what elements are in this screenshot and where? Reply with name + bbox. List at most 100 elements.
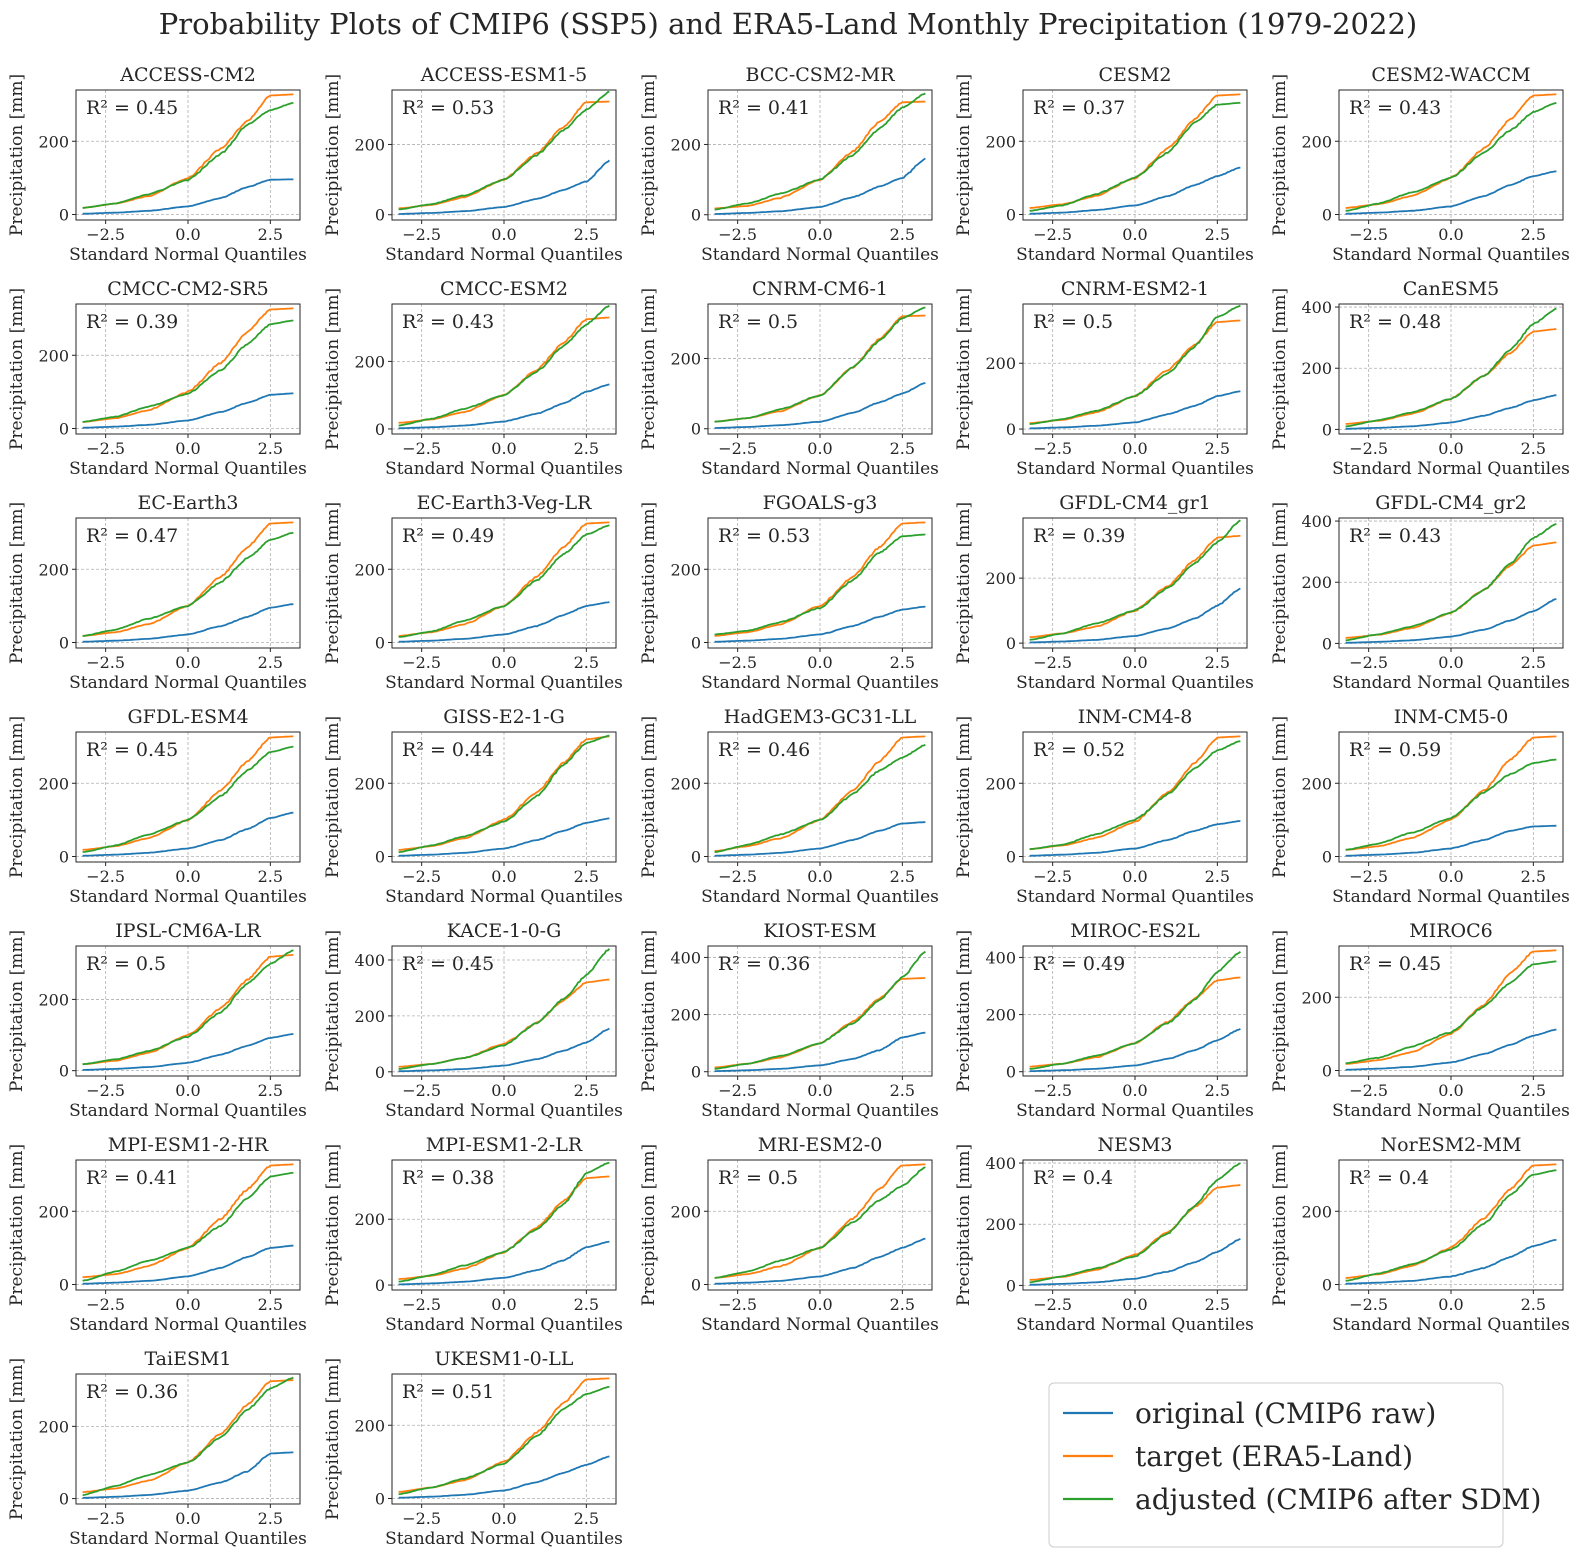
series-adjusted [82,1376,294,1497]
x-tick-label: 2.5 [258,225,283,244]
x-axis-label: Standard Normal Quantiles [1016,1315,1254,1335]
x-tick-label: −2.5 [1033,1081,1072,1100]
x-axis-label: Standard Normal Quantiles [1332,459,1570,479]
panel-canesm5: −2.5 0.0 2.5 0 200 400 CanESM5 R² = 0.48 Standar… [1270,278,1570,479]
y-tick-label: 0 [375,1276,385,1295]
r2-label: R² = 0.47 [86,525,178,547]
r2-label: R² = 0.43 [402,311,494,333]
y-tick-label: 0 [1322,420,1332,439]
y-tick-label: 200 [1301,573,1332,592]
y-tick-label: 0 [375,848,385,867]
x-tick-label: −2.5 [1033,1295,1072,1314]
x-tick-label: 2.5 [1521,867,1546,886]
panel-cmcc-cm2-sr5: −2.5 0.0 2.5 0 200 CMCC-CM2-SR5 R² = 0.39 Stand… [7,278,307,479]
x-axis-label: Standard Normal Quantiles [385,673,623,693]
x-axis-label: Standard Normal Quantiles [701,245,939,265]
r2-label: R² = 0.5 [718,311,798,333]
series-adjusted [1029,1162,1241,1284]
series-adjusted [714,950,926,1070]
y-tick-label: 0 [1322,634,1332,653]
y-tick-label: 200 [1301,132,1332,151]
x-axis-label: Standard Normal Quantiles [69,673,307,693]
series-original [398,1027,610,1073]
x-tick-label: 0.0 [1438,439,1463,458]
x-tick-label: 2.5 [890,867,915,886]
panel-inm-cm5-0: −2.5 0.0 2.5 0 200 INM-CM5-0 R² = 0.59 Standard… [1270,706,1570,907]
y-axis-label: Precipitation [mm] [639,716,659,878]
series-original [82,1451,294,1499]
y-tick-label: 0 [59,1276,69,1295]
series-target [82,521,294,637]
r2-label: R² = 0.41 [86,1167,178,1189]
panel-title: CESM2-WACCM [1371,64,1530,86]
y-tick-label: 200 [670,349,701,368]
series-original [82,1033,294,1071]
panel-title: MPI-ESM1-2-HR [108,1134,269,1156]
y-tick-label: 400 [354,951,385,970]
y-tick-label: 200 [1301,774,1332,793]
series-target [82,307,294,423]
r2-label: R² = 0.53 [402,97,494,119]
x-tick-label: −2.5 [718,225,757,244]
series-target [714,735,926,852]
y-tick-label: 0 [691,1063,701,1082]
x-tick-label: 2.5 [574,225,599,244]
r2-label: R² = 0.49 [402,525,494,547]
y-tick-label: 0 [691,848,701,867]
y-tick-label: 0 [59,848,69,867]
series-adjusted [82,1171,294,1282]
y-tick-label: 0 [1322,206,1332,225]
panel-taiesm1: −2.5 0.0 2.5 0 200 TaiESM1 R² = 0.36 Standard N… [7,1348,307,1549]
series-original [714,1031,926,1072]
series-original [82,603,294,643]
series-target [714,100,926,210]
y-tick-label: 0 [59,1062,69,1081]
y-axis-label: Precipitation [mm] [323,502,343,664]
series-adjusted [82,319,294,423]
x-tick-label: 2.5 [574,1509,599,1528]
series-target [1345,93,1557,209]
r2-label: R² = 0.37 [1033,97,1125,119]
y-axis-label: Precipitation [mm] [1270,74,1290,236]
x-tick-label: 2.5 [574,439,599,458]
x-tick-label: 0.0 [1438,225,1463,244]
y-tick-label: 200 [985,354,1016,373]
panel-inm-cm4-8: −2.5 0.0 2.5 0 200 INM-CM4-8 R² = 0.52 Standard… [954,706,1254,907]
y-tick-label: 0 [375,206,385,225]
y-tick-label: 200 [670,774,701,793]
r2-label: R² = 0.45 [402,953,494,975]
x-tick-label: −2.5 [1349,225,1388,244]
x-tick-label: 2.5 [1205,653,1230,672]
x-tick-label: 0.0 [491,1081,516,1100]
y-tick-label: 0 [375,1063,385,1082]
x-tick-label: −2.5 [402,1295,441,1314]
panel-kace-1-0-g: −2.5 0.0 2.5 0 200 400 KACE-1-0-G R² = 0.45 Stan… [323,920,623,1121]
x-tick-label: −2.5 [86,1081,125,1100]
y-tick-label: 200 [354,352,385,371]
series-adjusted [1345,307,1557,428]
series-original [1345,1028,1557,1071]
series-original [82,811,294,857]
y-tick-label: 0 [1006,634,1016,653]
r2-label: R² = 0.59 [1349,739,1441,761]
y-axis-label: Precipitation [mm] [954,74,974,236]
panel-title: GISS-E2-1-G [443,706,565,728]
y-axis-label: Precipitation [mm] [1270,1144,1290,1306]
series-original [398,159,611,215]
x-tick-label: 2.5 [258,439,283,458]
y-tick-label: 400 [985,1154,1016,1173]
panel-title: KIOST-ESM [763,920,876,942]
y-tick-label: 200 [354,135,385,154]
x-tick-label: 0.0 [1438,1295,1463,1314]
x-tick-label: −2.5 [1349,867,1388,886]
series-target [82,1163,294,1279]
panel-access-esm1-5: −2.5 0.0 2.5 0 200 ACCESS-ESM1-5 R² = 0.53 Stan… [323,64,623,265]
panel-title: ACCESS-CM2 [119,64,256,86]
y-tick-label: 200 [354,560,385,579]
panel-mpi-esm1-2-hr: −2.5 0.0 2.5 0 200 MPI-ESM1-2-HR R² = 0.41 Stan… [7,1134,307,1335]
panel-title: GFDL-ESM4 [127,706,248,728]
y-axis-label: Precipitation [mm] [7,930,27,1092]
legend-label-original: original (CMIP6 raw) [1135,1397,1436,1430]
y-axis-label: Precipitation [mm] [7,502,27,664]
x-axis-label: Standard Normal Quantiles [1332,673,1570,693]
